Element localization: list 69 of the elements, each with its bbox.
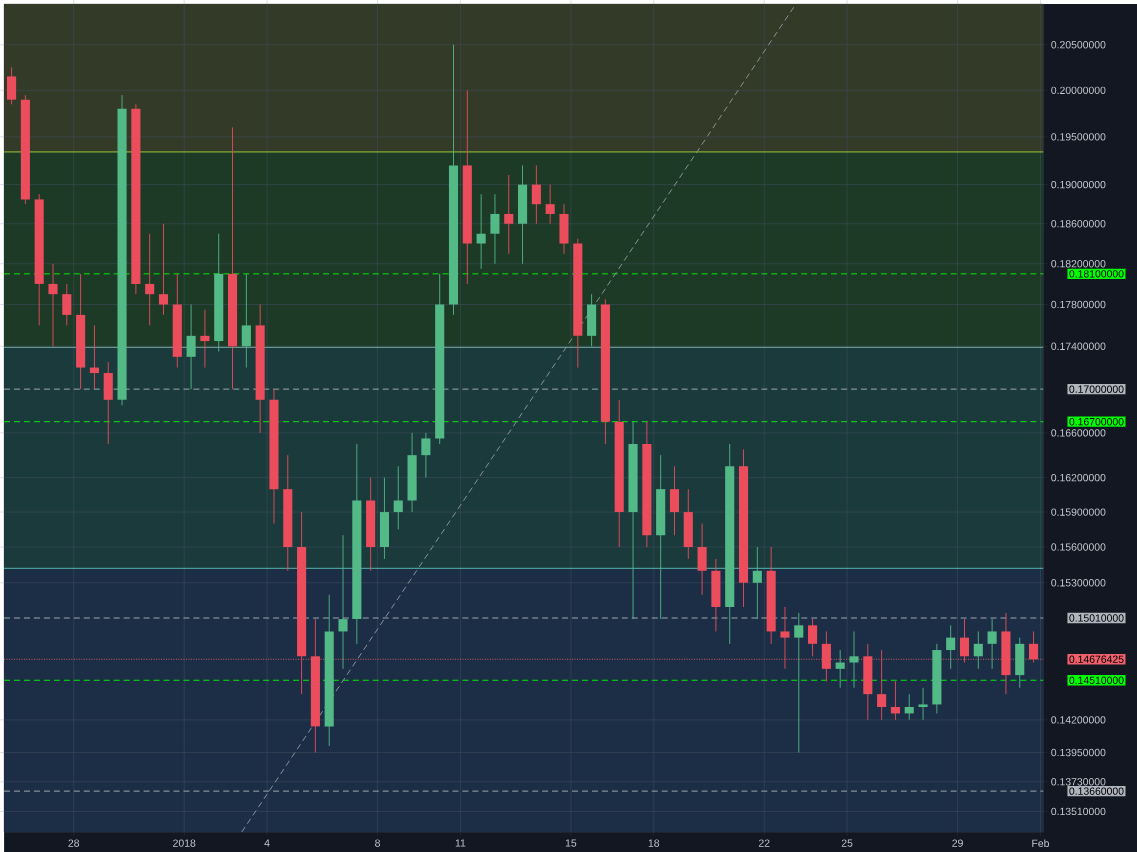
candlestick — [545, 184, 555, 225]
candlestick — [959, 618, 970, 663]
candlestick — [849, 631, 859, 689]
candlestick — [490, 193, 500, 265]
x-tick-label: 2018 — [173, 839, 196, 847]
ref-line-label: 0.17000000 — [1069, 385, 1124, 393]
candlestick — [946, 624, 956, 670]
x-tick-label: 4 — [264, 839, 270, 847]
candlestick — [794, 612, 804, 753]
y-tick-label: 0.14200000 — [1051, 716, 1106, 724]
candlestick — [669, 465, 680, 536]
y-tick-label: 0.13950000 — [1051, 748, 1106, 757]
candlestick — [835, 649, 845, 689]
ref-line-label: 0.14676425 — [1069, 655, 1124, 664]
candlestick — [904, 693, 914, 721]
candlestick — [808, 618, 818, 657]
candlestick — [987, 618, 997, 670]
y-tick-label: 0.15300000 — [1051, 579, 1106, 587]
candlestick — [393, 465, 403, 530]
candlestick — [89, 324, 99, 390]
candlestick — [338, 534, 348, 670]
candlestick — [877, 649, 887, 721]
y-tick-label: 0.19500000 — [1051, 133, 1106, 141]
ref-line-label: 0.14510000 — [1069, 676, 1124, 685]
candlestick — [476, 193, 486, 270]
candlestick — [200, 309, 210, 369]
x-tick-label: 28 — [68, 839, 80, 847]
ref-line-label: 0.15010000 — [1069, 614, 1124, 622]
ref-line-label: 0.13660000 — [1069, 787, 1124, 795]
y-tick-label: 0.18600000 — [1051, 220, 1106, 228]
ref-line-label: 0.16700000 — [1069, 418, 1124, 426]
candlestick — [918, 687, 928, 721]
x-tick-label: Feb — [1032, 839, 1049, 848]
y-tick-label: 0.16600000 — [1051, 429, 1106, 437]
x-tick-label: 29 — [952, 839, 963, 847]
candlestick — [421, 432, 431, 479]
candlestick — [1028, 631, 1039, 663]
y-tick-label: 0.16200000 — [1051, 474, 1106, 482]
candlestick — [531, 165, 541, 225]
y-tick-label: 0.20500000 — [1051, 41, 1106, 49]
x-tick-label: 25 — [841, 839, 853, 847]
candlestick — [241, 273, 251, 369]
candlestick — [48, 263, 58, 347]
candlestick — [7, 66, 17, 105]
y-tick-label: 0.17400000 — [1051, 342, 1106, 351]
x-tick-label: 8 — [375, 839, 380, 847]
y-tick-label: 0.15900000 — [1051, 508, 1106, 516]
candlestick — [504, 174, 514, 255]
candlestick — [62, 283, 72, 326]
y-tick-label: 0.19000000 — [1051, 180, 1106, 189]
candlestick — [145, 233, 155, 326]
ref-line-label: 0.18100000 — [1069, 270, 1124, 278]
candlestick — [890, 680, 900, 721]
y-tick-label: 0.13730000 — [1051, 778, 1106, 786]
x-tick-label: 18 — [648, 839, 660, 847]
x-tick-label: 11 — [455, 839, 466, 847]
y-tick-label: 0.20000000 — [1051, 86, 1106, 95]
candlestick — [752, 546, 762, 620]
x-tick-label: 15 — [565, 839, 577, 847]
y-tick-label: 0.17800000 — [1051, 300, 1106, 309]
y-tick-label: 0.18200000 — [1051, 260, 1106, 268]
candlestick — [780, 606, 790, 670]
candlestick — [697, 523, 707, 596]
candlestick — [186, 304, 196, 390]
y-tick-label: 0.15600000 — [1051, 543, 1106, 551]
x-tick-label: 22 — [758, 839, 770, 847]
candlestick — [973, 631, 983, 670]
y-tick-label: 0.13510000 — [1051, 807, 1106, 816]
candlestick — [158, 223, 169, 316]
